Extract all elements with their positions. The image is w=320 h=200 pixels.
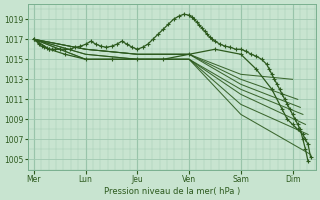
X-axis label: Pression niveau de la mer( hPa ): Pression niveau de la mer( hPa ) [104, 187, 240, 196]
